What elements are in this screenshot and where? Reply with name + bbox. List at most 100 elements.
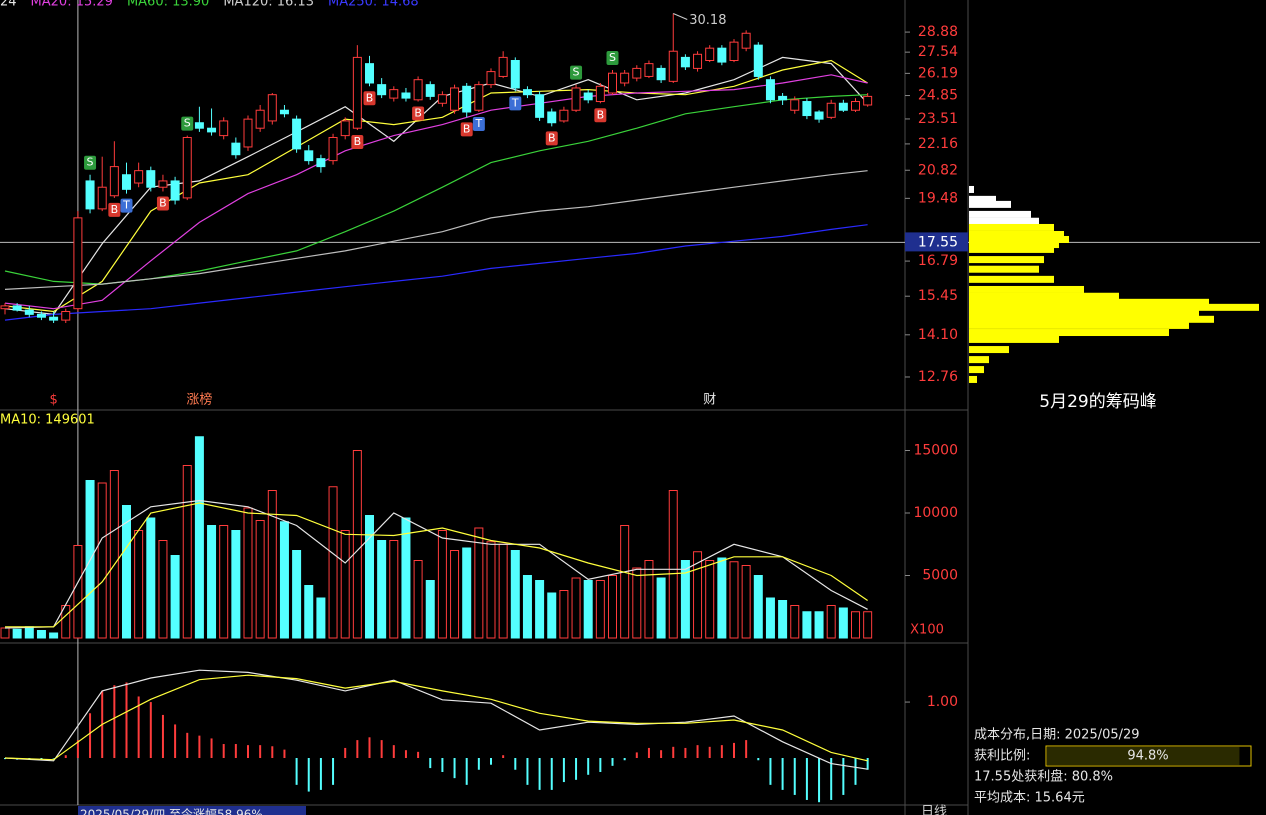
ma-line	[5, 502, 868, 628]
chip-bar	[969, 321, 1189, 329]
y-tick-label: 28.88	[918, 24, 958, 40]
candle-body	[608, 72, 617, 94]
chip-bar	[969, 217, 1039, 225]
signal-label: B	[111, 203, 119, 216]
y-tick-label: 26.19	[918, 65, 958, 81]
candle-body	[741, 32, 751, 49]
candle-body	[267, 94, 277, 122]
candle-body	[24, 309, 34, 315]
candle-body	[61, 311, 71, 321]
candle-body	[693, 53, 703, 69]
volume-bar	[705, 560, 715, 639]
legend-item: MA60: 13.90	[127, 0, 209, 10]
volume-bar	[450, 550, 460, 639]
ma-line	[4, 170, 868, 290]
chip-bar	[969, 366, 984, 374]
y-tick-label: 5000	[922, 568, 958, 584]
signal-label: B	[159, 196, 167, 209]
candle-body	[292, 118, 302, 150]
candle-body	[73, 217, 83, 310]
signal-box	[363, 91, 376, 106]
chip-bar	[969, 309, 1199, 317]
volume-bar	[474, 527, 484, 639]
chip-title: 5月29的筹码峰	[1039, 392, 1156, 412]
signal-label: B	[366, 91, 374, 104]
volume-bar	[207, 525, 217, 639]
crosshair-label: 17.55	[918, 234, 958, 250]
y-tick-label: 27.54	[918, 44, 958, 60]
chip-bar	[969, 315, 1214, 323]
info-title: 成本分布,日期: 2025/05/29	[974, 728, 1140, 743]
volume-bar	[243, 507, 253, 639]
candle-body	[279, 109, 289, 115]
chip-bar	[969, 356, 989, 364]
candle-body	[486, 71, 496, 86]
chip-bar	[969, 329, 1169, 337]
candle-body	[219, 120, 229, 137]
candle-body	[12, 305, 22, 311]
info-line: 平均成本: 15.64元	[974, 791, 1085, 806]
high-label: 30.18	[689, 13, 726, 28]
volume-bar	[194, 436, 204, 639]
volume-bar	[741, 565, 751, 639]
volume-bar	[717, 557, 727, 639]
candle-body	[352, 56, 362, 129]
y-tick-label: 10000	[913, 505, 958, 521]
signal-box	[460, 122, 473, 137]
status-period: 日线	[921, 805, 947, 815]
volume-bar	[231, 530, 241, 639]
volume-bar	[255, 520, 265, 639]
volume-bar	[182, 465, 192, 639]
volume-bar	[522, 575, 532, 639]
candle-body	[231, 142, 241, 156]
candle-body	[571, 87, 581, 111]
volume-bar	[765, 597, 775, 639]
signal-label: S	[609, 51, 616, 64]
chip-bar	[969, 245, 1054, 253]
candle-body	[182, 136, 192, 199]
volume-bar	[680, 560, 690, 639]
progress-fill	[1047, 747, 1240, 765]
volume-bar	[668, 490, 678, 639]
candle-body	[656, 67, 666, 81]
volume-bar	[595, 580, 605, 639]
y-tick-label: 15.45	[918, 288, 958, 304]
volume-bar	[863, 611, 873, 639]
volume-bar	[437, 530, 447, 639]
unit-label: X100	[910, 623, 944, 638]
candle-body	[668, 50, 678, 82]
high-pointer	[673, 13, 688, 20]
candle-body	[462, 85, 472, 113]
legend-item: MA250: 14.68	[328, 0, 419, 10]
volume-bar	[97, 482, 107, 639]
progress-frame	[1045, 745, 1252, 767]
volume-bar	[547, 592, 557, 639]
candle-body	[826, 102, 836, 118]
volume-bar	[535, 580, 545, 639]
signal-box	[472, 116, 485, 131]
candle-body	[170, 180, 180, 201]
candle-body	[425, 84, 435, 97]
candle-body	[620, 72, 630, 84]
volume-bar	[279, 521, 289, 639]
candle-body	[97, 186, 107, 210]
chip-bar	[969, 346, 1009, 354]
signal-label: B	[414, 107, 422, 120]
candle-body	[583, 92, 593, 101]
chip-bar	[969, 265, 1039, 273]
signal-label: S	[87, 156, 94, 169]
volume-bar	[340, 530, 350, 639]
signal-label: S	[184, 117, 191, 130]
candle-body	[838, 102, 848, 111]
ma-line	[4, 669, 868, 770]
legend-item: MA120: 16.13	[223, 0, 314, 10]
volume-bar	[778, 600, 788, 639]
info-label: 获利比例:	[974, 749, 1030, 764]
candle-body	[510, 60, 520, 89]
volume-legend: MA10: 149601	[0, 413, 95, 428]
volume-bar	[292, 550, 302, 639]
volume-bar	[608, 575, 617, 639]
volume-bar	[24, 626, 34, 639]
candle-body	[389, 89, 399, 99]
